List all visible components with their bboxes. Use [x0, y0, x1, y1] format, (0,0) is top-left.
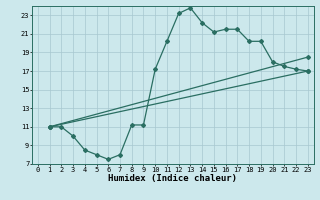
X-axis label: Humidex (Indice chaleur): Humidex (Indice chaleur) — [108, 174, 237, 183]
